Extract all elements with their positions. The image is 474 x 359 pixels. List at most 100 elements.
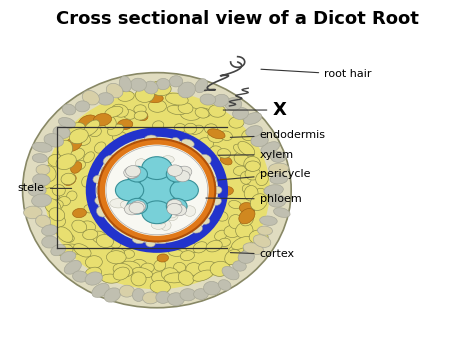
Ellipse shape: [157, 139, 168, 147]
Ellipse shape: [97, 93, 114, 105]
Ellipse shape: [156, 236, 169, 244]
Ellipse shape: [110, 199, 127, 208]
Ellipse shape: [66, 244, 82, 254]
Ellipse shape: [151, 181, 167, 187]
Ellipse shape: [250, 194, 267, 210]
Ellipse shape: [144, 135, 157, 143]
Ellipse shape: [52, 185, 65, 196]
Ellipse shape: [111, 248, 125, 256]
Ellipse shape: [264, 185, 283, 196]
Text: pericycle: pericycle: [219, 169, 310, 180]
Ellipse shape: [173, 194, 186, 203]
Ellipse shape: [139, 204, 155, 213]
Ellipse shape: [244, 157, 260, 171]
Ellipse shape: [148, 100, 166, 112]
Ellipse shape: [229, 117, 244, 128]
Ellipse shape: [209, 146, 222, 155]
Ellipse shape: [162, 156, 174, 163]
Ellipse shape: [270, 175, 288, 184]
Ellipse shape: [242, 129, 257, 141]
Ellipse shape: [105, 145, 209, 236]
Ellipse shape: [150, 203, 160, 211]
Text: Cross sectional view of a Dicot Root: Cross sectional view of a Dicot Root: [55, 10, 419, 28]
Ellipse shape: [228, 215, 242, 229]
Ellipse shape: [42, 225, 58, 236]
Ellipse shape: [69, 122, 85, 135]
Ellipse shape: [151, 168, 163, 175]
Ellipse shape: [157, 254, 168, 262]
Ellipse shape: [113, 222, 127, 230]
Ellipse shape: [158, 195, 173, 207]
Ellipse shape: [87, 129, 227, 251]
Ellipse shape: [92, 231, 106, 243]
Ellipse shape: [201, 205, 212, 214]
Ellipse shape: [49, 208, 65, 221]
Ellipse shape: [249, 230, 268, 244]
Ellipse shape: [103, 155, 116, 165]
Ellipse shape: [23, 73, 291, 308]
Ellipse shape: [244, 112, 262, 124]
Ellipse shape: [174, 167, 184, 174]
Ellipse shape: [203, 281, 220, 295]
Ellipse shape: [167, 165, 182, 176]
Ellipse shape: [150, 280, 171, 293]
Ellipse shape: [113, 267, 129, 280]
Ellipse shape: [56, 227, 73, 242]
Ellipse shape: [240, 171, 252, 184]
Ellipse shape: [195, 108, 209, 118]
Ellipse shape: [246, 161, 260, 171]
Ellipse shape: [160, 211, 175, 219]
Ellipse shape: [53, 126, 70, 139]
Ellipse shape: [169, 250, 183, 256]
Ellipse shape: [32, 154, 47, 163]
Ellipse shape: [104, 288, 121, 302]
Ellipse shape: [142, 188, 152, 199]
Ellipse shape: [151, 220, 165, 229]
Ellipse shape: [78, 115, 97, 129]
Ellipse shape: [42, 236, 58, 248]
Ellipse shape: [198, 108, 211, 117]
Ellipse shape: [108, 124, 124, 136]
Ellipse shape: [165, 195, 176, 207]
Ellipse shape: [154, 260, 166, 271]
Ellipse shape: [58, 140, 73, 157]
Ellipse shape: [160, 220, 171, 230]
Ellipse shape: [154, 194, 165, 202]
Ellipse shape: [83, 120, 100, 136]
Ellipse shape: [238, 141, 255, 156]
Ellipse shape: [99, 139, 215, 242]
Ellipse shape: [208, 129, 225, 139]
Ellipse shape: [142, 201, 172, 224]
Ellipse shape: [124, 204, 139, 215]
Ellipse shape: [199, 261, 217, 273]
Ellipse shape: [134, 139, 145, 147]
Ellipse shape: [118, 91, 134, 101]
Ellipse shape: [209, 105, 226, 117]
Ellipse shape: [118, 182, 133, 189]
Ellipse shape: [107, 251, 126, 264]
Ellipse shape: [167, 106, 186, 115]
Ellipse shape: [36, 164, 50, 175]
Ellipse shape: [204, 124, 218, 134]
Ellipse shape: [101, 274, 120, 283]
Ellipse shape: [164, 273, 186, 283]
Ellipse shape: [96, 234, 114, 248]
Ellipse shape: [155, 179, 163, 190]
Ellipse shape: [51, 244, 66, 256]
Text: stele: stele: [18, 183, 72, 194]
Ellipse shape: [225, 98, 242, 111]
Ellipse shape: [169, 137, 180, 147]
Ellipse shape: [165, 211, 178, 221]
Ellipse shape: [177, 106, 189, 115]
Ellipse shape: [206, 176, 217, 184]
Ellipse shape: [125, 167, 140, 178]
Ellipse shape: [234, 152, 249, 165]
Ellipse shape: [236, 223, 253, 238]
Ellipse shape: [106, 83, 123, 98]
Ellipse shape: [125, 146, 135, 153]
Ellipse shape: [121, 261, 140, 270]
Ellipse shape: [141, 263, 154, 272]
Ellipse shape: [193, 289, 209, 299]
Ellipse shape: [133, 267, 153, 278]
Ellipse shape: [117, 120, 133, 130]
